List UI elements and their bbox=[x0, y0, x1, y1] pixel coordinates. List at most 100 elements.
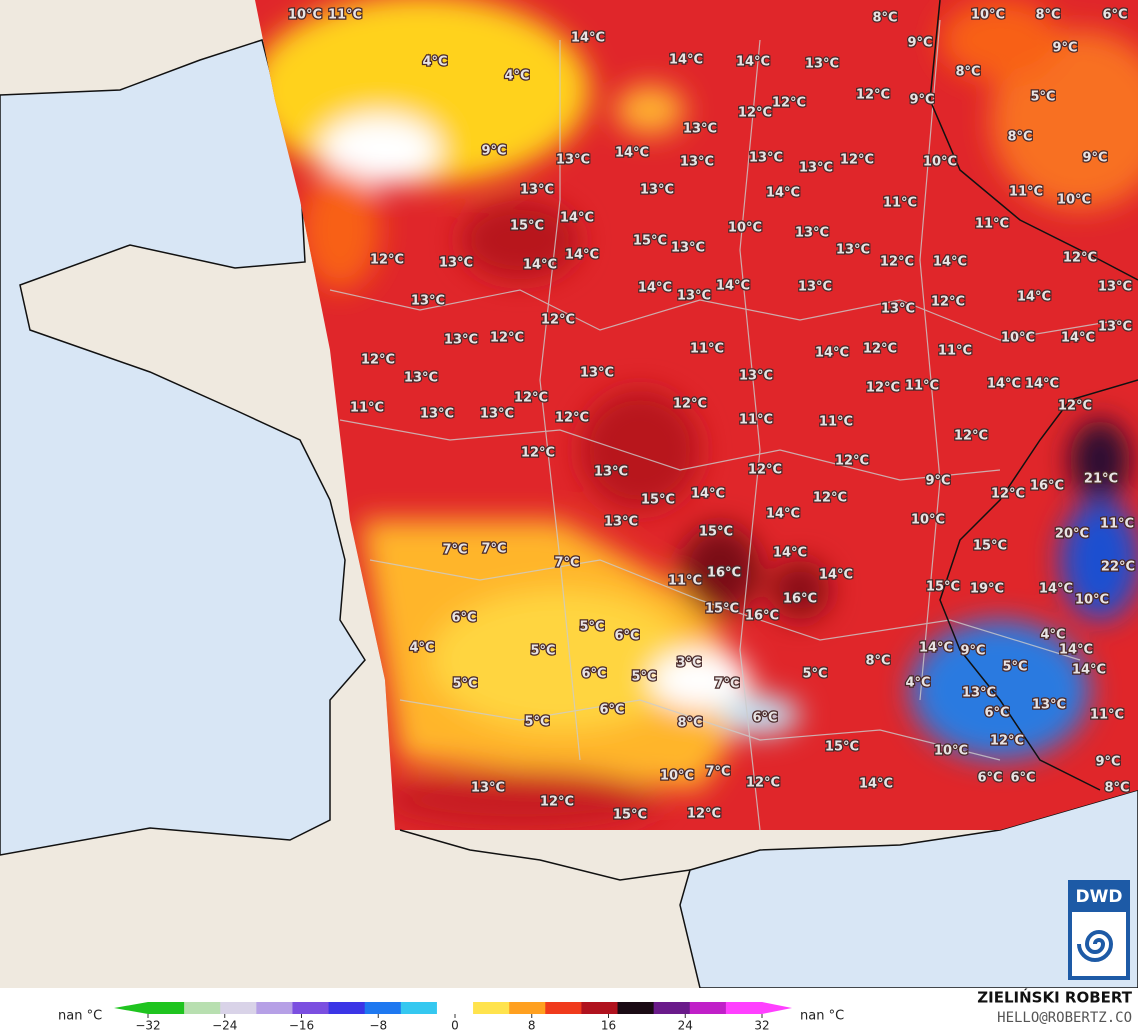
temperature-label: 9°C bbox=[1052, 41, 1077, 56]
temperature-label: 15°C bbox=[699, 525, 733, 540]
temperature-label: 12°C bbox=[772, 96, 806, 111]
colorbar-segment bbox=[292, 1002, 330, 1014]
temperature-label: 16°C bbox=[1030, 479, 1064, 494]
temperature-label: 10°C bbox=[911, 513, 945, 528]
temperature-label: 11°C bbox=[350, 401, 384, 416]
temperature-label: 16°C bbox=[783, 592, 817, 607]
temperature-label: 12°C bbox=[813, 491, 847, 506]
dwd-logo: DWD bbox=[1068, 880, 1130, 980]
temperature-label: 14°C bbox=[1072, 663, 1106, 678]
temperature-label: 11°C bbox=[938, 344, 972, 359]
region-borders bbox=[329, 19, 1121, 831]
temperature-label: 13°C bbox=[1098, 320, 1132, 335]
colorbar-segment bbox=[617, 1002, 655, 1014]
temperature-field bbox=[255, 0, 1138, 830]
temperature-label: 12°C bbox=[521, 446, 555, 461]
temperature-label: 5°C bbox=[530, 644, 555, 659]
temperature-label: 8°C bbox=[1007, 130, 1032, 145]
temperature-label: 14°C bbox=[716, 279, 750, 294]
colorbar: −32 −24 −16 −8 0 8 16 24 32 bbox=[114, 1002, 792, 1033]
temperature-label: 14°C bbox=[815, 346, 849, 361]
national-borders bbox=[399, 0, 1138, 881]
temperature-label: 9°C bbox=[960, 644, 985, 659]
temperature-label: 13°C bbox=[805, 57, 839, 72]
temperature-label: 5°C bbox=[802, 667, 827, 682]
temperature-label: 13°C bbox=[580, 366, 614, 381]
temperature-label: 4°C bbox=[422, 55, 447, 70]
temperature-label: 13°C bbox=[671, 241, 705, 256]
temperature-label: 11°C bbox=[1100, 517, 1134, 532]
temperature-label: 5°C bbox=[1030, 90, 1055, 105]
temperature-label: 13°C bbox=[439, 256, 473, 271]
logo-text: DWD bbox=[1076, 887, 1123, 907]
temperature-label: 8°C bbox=[677, 716, 702, 731]
temperature-label: 13°C bbox=[799, 161, 833, 176]
temperature-label: 14°C bbox=[1039, 582, 1073, 597]
temperature-label: 7°C bbox=[714, 677, 739, 692]
temperature-label: 12°C bbox=[840, 153, 874, 168]
temperature-label: 11°C bbox=[883, 196, 917, 211]
temperature-label: 13°C bbox=[798, 280, 832, 295]
temperature-label: 14°C bbox=[1017, 290, 1051, 305]
temperature-label: 5°C bbox=[631, 670, 656, 685]
temperature-label: 12°C bbox=[1063, 251, 1097, 266]
temperature-label: 14°C bbox=[766, 186, 800, 201]
temperature-label: 6°C bbox=[451, 611, 476, 626]
temperature-label: 12°C bbox=[856, 88, 890, 103]
colorbar-tick-label: 32 bbox=[754, 1019, 769, 1033]
temperature-label: 10°C bbox=[923, 155, 957, 170]
temperature-label: 7°C bbox=[442, 543, 467, 558]
temperature-label: 22°C bbox=[1101, 560, 1135, 575]
temperature-label: 5°C bbox=[1002, 660, 1027, 675]
temperature-label: 12°C bbox=[541, 313, 575, 328]
temperature-label: 15°C bbox=[510, 219, 544, 234]
temperature-label: 8°C bbox=[872, 11, 897, 26]
colorbar-tick-label: −24 bbox=[212, 1019, 237, 1033]
temperature-label: 14°C bbox=[919, 641, 953, 656]
temperature-label: 13°C bbox=[739, 369, 773, 384]
colorbar-segment bbox=[725, 1002, 763, 1014]
temperature-label: 13°C bbox=[404, 371, 438, 386]
temperature-label: 15°C bbox=[613, 808, 647, 823]
temperature-label: 12°C bbox=[687, 807, 721, 822]
temperature-label: 15°C bbox=[641, 493, 675, 508]
temperature-label: 12°C bbox=[361, 353, 395, 368]
temperature-label: 14°C bbox=[859, 777, 893, 792]
temperature-label: 13°C bbox=[471, 781, 505, 796]
colorbar-high-arrow bbox=[762, 1002, 792, 1014]
temperature-label: 6°C bbox=[614, 629, 639, 644]
colorbar-segment bbox=[148, 1002, 185, 1014]
colorbar-right-label: nan °C bbox=[800, 1009, 844, 1024]
temperature-label: 9°C bbox=[909, 93, 934, 108]
colorbar-tick-label: 24 bbox=[678, 1019, 693, 1033]
temperature-label: 13°C bbox=[411, 294, 445, 309]
temperature-label: 6°C bbox=[752, 711, 777, 726]
colorbar-segment bbox=[436, 1002, 474, 1014]
temperature-label: 12°C bbox=[866, 381, 900, 396]
temperature-label: 10°C bbox=[728, 221, 762, 236]
temperature-label: 13°C bbox=[1032, 698, 1066, 713]
temperature-label: 11°C bbox=[975, 217, 1009, 232]
temperature-label: 4°C bbox=[504, 69, 529, 84]
temperature-label: 4°C bbox=[905, 676, 930, 691]
colorbar-segment bbox=[400, 1002, 438, 1014]
colorbar-segment bbox=[473, 1002, 510, 1014]
temperature-label: 13°C bbox=[594, 465, 628, 480]
temperature-label: 13°C bbox=[420, 407, 454, 422]
temperature-label: 6°C bbox=[1010, 771, 1035, 786]
temperature-label: 14°C bbox=[773, 546, 807, 561]
temperature-label: 11°C bbox=[739, 413, 773, 428]
credit-email: HELLO@ROBERTZ.CO bbox=[997, 1010, 1132, 1026]
temperature-label: 14°C bbox=[1025, 377, 1059, 392]
temperature-label: 11°C bbox=[668, 574, 702, 589]
temperature-label: 12°C bbox=[991, 487, 1025, 502]
temperature-label: 9°C bbox=[481, 144, 506, 159]
temperature-label: 10°C bbox=[660, 769, 694, 784]
colorbar-low-arrow bbox=[114, 1002, 148, 1014]
temperature-label: 14°C bbox=[766, 507, 800, 522]
temperature-label: 4°C bbox=[409, 641, 434, 656]
temperature-label: 13°C bbox=[881, 302, 915, 317]
temperature-label: 13°C bbox=[749, 151, 783, 166]
colorbar-segment bbox=[653, 1002, 691, 1014]
